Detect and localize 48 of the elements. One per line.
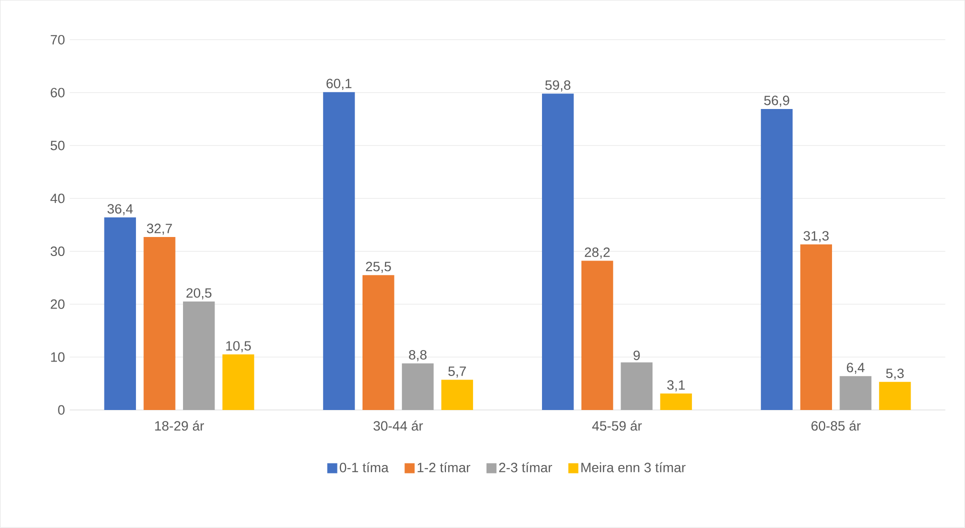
data-label: 9 [634,350,640,360]
bar [800,244,832,410]
data-label: 28,2 [584,248,610,259]
bar [323,92,355,410]
bar [362,275,394,410]
bar [441,380,474,410]
bar [542,94,574,410]
y-tick-label: 10 [51,352,65,362]
bar [222,354,254,410]
y-tick-label: 30 [50,246,65,256]
data-label: 31,3 [804,231,829,242]
y-tick-label: 50 [50,140,65,150]
bar [581,260,614,410]
x-tick-label: 45-59 ár [592,420,642,431]
data-label: 56,9 [764,96,790,107]
y-tick-label: 70 [50,35,65,45]
y-tick-label: 60 [50,88,65,98]
x-tick-label: 30-44 ár [374,420,423,431]
legend-label: 1-2 tímar [418,462,470,472]
legend-label: Meira enn 3 tímar [581,462,686,472]
y-tick-label: 0 [58,405,65,415]
data-label: 32,7 [146,224,172,235]
bar [760,109,793,410]
bar [879,382,911,410]
data-label: 8,8 [409,350,427,362]
bar [840,376,872,410]
y-tick-label: 40 [50,194,65,204]
data-label: 60,1 [326,78,352,90]
bar [620,362,653,410]
bar [402,364,434,410]
data-label: 20,5 [186,288,212,300]
bar [183,302,215,410]
data-label: 25,5 [366,262,391,274]
data-label: 6,4 [846,362,865,374]
bar [104,218,136,410]
legend-label: 0-1 tíma [340,462,389,472]
x-tick-label: 18-29 ár [155,420,204,431]
y-tick-label: 20 [50,300,65,310]
legend-label: 2-3 tímar [499,462,552,472]
data-label: 3,1 [667,380,685,392]
data-label: 5,3 [886,368,904,380]
x-tick-label: 60-85 ár [811,420,861,431]
data-label: 36,4 [108,204,133,216]
data-label: 59,8 [545,80,570,92]
data-label: 10,5 [226,341,251,352]
data-label: 5,7 [448,366,466,378]
bar [144,237,176,410]
bar [660,394,692,410]
